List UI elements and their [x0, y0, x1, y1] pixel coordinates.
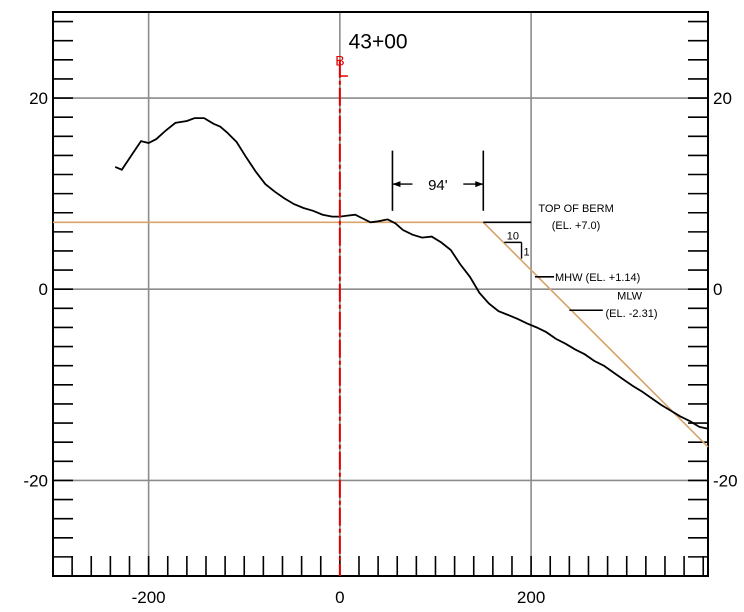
existing-profile: [114, 117, 709, 430]
y-tick-label-left: 0: [39, 280, 48, 299]
x-tick-label: 200: [517, 588, 545, 607]
y-tick-label-right: -20: [713, 471, 738, 490]
axis-ticks: [53, 20, 708, 576]
y-tick-label-right: 0: [713, 280, 722, 299]
plot-frame: [52, 11, 709, 577]
dimension-label: 94': [428, 177, 448, 194]
design-berm: [53, 221, 709, 448]
top-of-berm-elevation: (EL. +7.0): [552, 220, 601, 232]
grid-lines: [53, 12, 708, 576]
existing-profile-line: [114, 117, 709, 430]
top-of-berm-label: TOP OF BERM: [538, 203, 613, 215]
slope-run-label: 10: [507, 230, 519, 242]
y-tick-label-left: 20: [29, 89, 48, 108]
x-tick-label: -200: [132, 588, 166, 607]
y-tick-label-left: -20: [23, 471, 48, 490]
mlw-elevation: (EL. -2.31): [606, 308, 658, 320]
tick-labels: -200 0 200-20 -200 020 20: [23, 89, 737, 607]
dimension-right-arrow: [475, 181, 484, 188]
mlw-label: MLW: [617, 291, 642, 303]
slope-rise-label: 1: [524, 247, 530, 259]
chart-title: 43+00: [349, 30, 408, 53]
annotations: 94' 10 1 TOP OF BERM (EL. +7.0) MHW (EL. +1.1…: [391, 150, 658, 320]
baseline-label: B: [335, 53, 344, 69]
baseline: B: [335, 53, 348, 576]
design-berm-line: [53, 221, 709, 448]
mhw-label: MHW (EL. +1.14): [555, 272, 640, 284]
dimension-left-arrow: [392, 181, 401, 188]
x-tick-label: 0: [335, 588, 344, 607]
y-tick-label-right: 20: [713, 89, 732, 108]
